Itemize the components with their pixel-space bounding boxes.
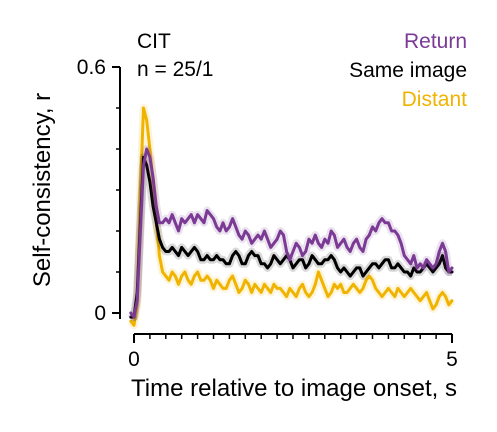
annotation-region: CIT	[137, 30, 171, 53]
series-line-same-image	[129, 155, 454, 319]
y-tick-label: 0.6	[77, 56, 106, 79]
x-tick-label: 0	[128, 348, 140, 371]
x-tick-label: 5	[446, 348, 458, 371]
annotation-count: n = 25/1	[137, 58, 213, 81]
plot-area	[127, 104, 456, 330]
y-axis-label: Self-consistency, r	[29, 93, 56, 287]
legend: Return Same image Distant	[349, 30, 467, 111]
series-line-return	[129, 147, 454, 319]
legend-entry-distant: Distant	[402, 88, 468, 111]
legend-entry-same-image: Same image	[349, 59, 467, 82]
series-line-distant	[129, 106, 454, 327]
x-axis-label: Time relative to image onset, s	[131, 375, 457, 402]
y-axis: 00.6	[77, 56, 121, 325]
legend-entry-return: Return	[404, 30, 467, 53]
y-tick-label: 0	[94, 302, 106, 325]
